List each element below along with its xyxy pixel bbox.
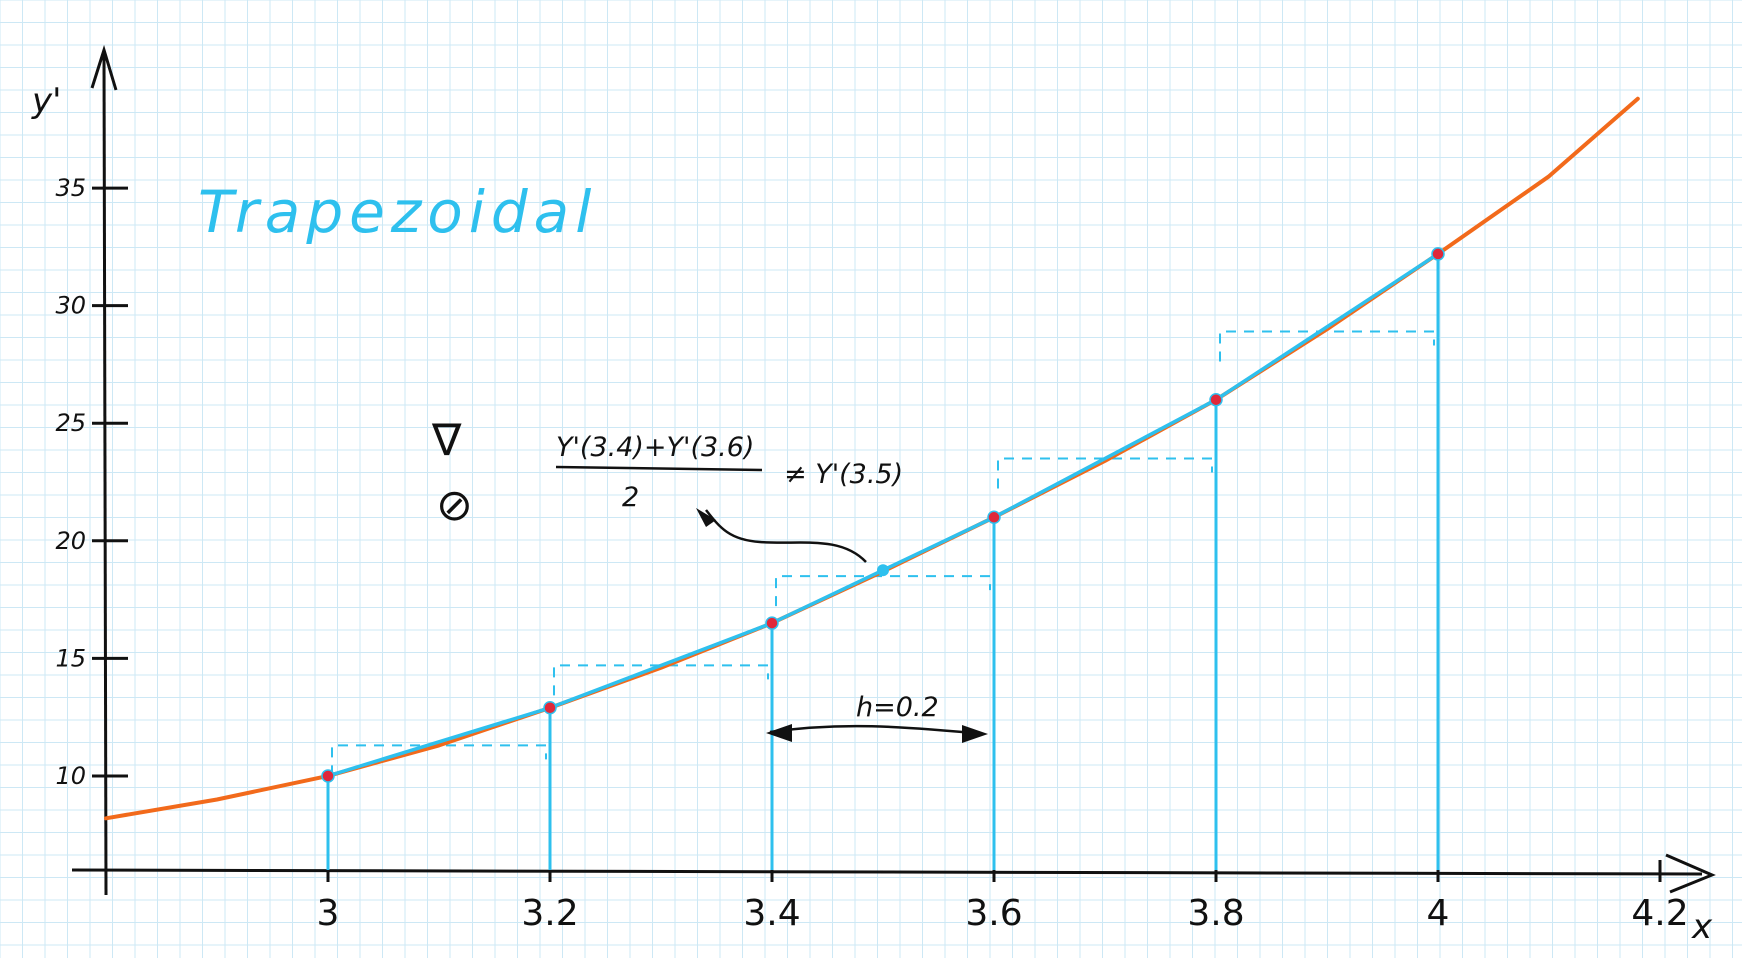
sample-point bbox=[1209, 392, 1223, 407]
sample-point bbox=[765, 616, 779, 630]
circle-symbol: ⊘ bbox=[436, 480, 473, 531]
triangle-symbol: ∇ bbox=[431, 415, 462, 466]
fraction-bar bbox=[555, 465, 763, 472]
sample-verticals bbox=[326, 253, 1440, 870]
x-axis-label: x bbox=[1691, 907, 1713, 947]
inequality-rhs: ≠ Y'(3.5) bbox=[784, 459, 903, 490]
sample-point bbox=[321, 769, 335, 783]
step-arrow-right bbox=[962, 725, 988, 743]
trapezoid-top bbox=[331, 744, 547, 776]
y-axis bbox=[102, 54, 108, 896]
x-tick-label: 4 bbox=[1427, 893, 1450, 934]
midpoint-marker bbox=[877, 564, 889, 577]
x-axis-arrow bbox=[1665, 853, 1716, 894]
x-tick-label: 3.4 bbox=[743, 893, 800, 934]
y-tick-label: 15 bbox=[55, 644, 86, 672]
trapezoid-top bbox=[775, 575, 991, 607]
x-tick-label: 4.2 bbox=[1631, 893, 1688, 934]
sample-points bbox=[321, 247, 1445, 783]
chart-title: Trapezoidal bbox=[198, 178, 597, 246]
x-axis bbox=[71, 868, 1703, 876]
step-arrow-left bbox=[766, 724, 792, 742]
step-arrow-line bbox=[769, 724, 985, 736]
fraction-numerator: Y'(3.4)+Y'(3.6) bbox=[556, 432, 754, 463]
x-tick-label: 3.8 bbox=[1187, 893, 1244, 934]
y-tick-label: 10 bbox=[55, 762, 86, 790]
fraction-denominator: 2 bbox=[622, 482, 639, 513]
y-axis-arrow bbox=[90, 44, 118, 91]
y-axis-label: y' bbox=[31, 81, 61, 121]
pointer-arrow bbox=[705, 509, 867, 563]
y-tick-label: 30 bbox=[55, 292, 86, 320]
step-label: h=0.2 bbox=[856, 692, 939, 723]
fraction-annotation: Y'(3.4)+Y'(3.6) 2 ≠ Y'(3.5) bbox=[555, 432, 903, 563]
ticks: 3 3.2 3.4 3.6 3.8 4 4.2 10 15 20 25 30 35 bbox=[55, 174, 1688, 934]
pointer-arrowhead bbox=[696, 508, 716, 527]
x-tick-label: 3.2 bbox=[521, 893, 578, 934]
y-tick-label: 20 bbox=[55, 527, 86, 555]
axes: y' x bbox=[31, 44, 1716, 947]
y-tick-label: 25 bbox=[55, 409, 86, 437]
y-tick-label: 35 bbox=[55, 174, 86, 202]
sample-point bbox=[543, 701, 557, 715]
x-tick-label: 3.6 bbox=[965, 893, 1022, 934]
sample-point bbox=[987, 510, 1001, 525]
step-annotation: h=0.2 bbox=[766, 692, 988, 743]
x-tick-label: 3 bbox=[317, 893, 340, 934]
sample-point bbox=[1431, 247, 1445, 261]
